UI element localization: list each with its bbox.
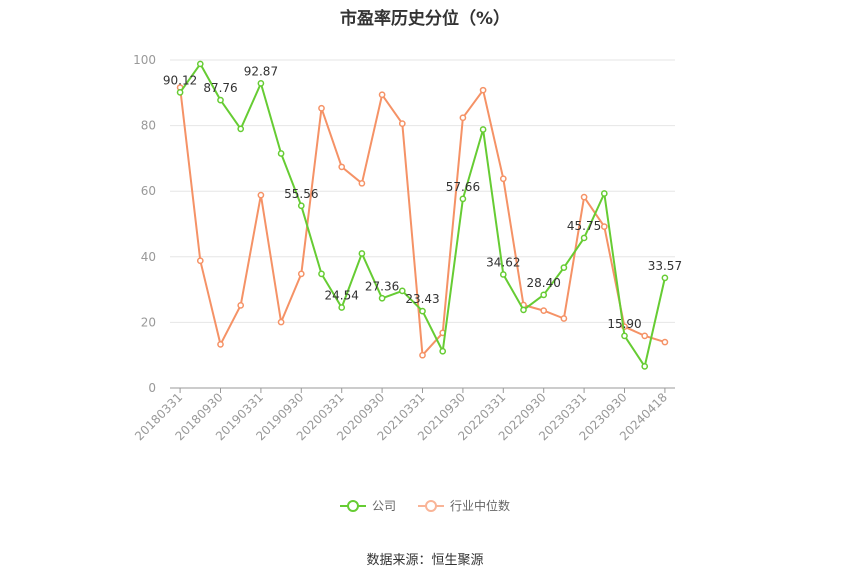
data-point-0: [419, 307, 426, 315]
data-point-1: [641, 332, 649, 340]
data-label: 15.90: [607, 317, 641, 331]
data-point-1: [358, 179, 366, 187]
y-tick-label: 100: [133, 53, 156, 67]
data-label: 45.75: [567, 219, 601, 233]
data-point-0: [237, 125, 245, 133]
legend-label-industry-median: 行业中位数: [450, 499, 511, 513]
data-label: 28.40: [527, 276, 561, 290]
data-point-0: [661, 274, 669, 282]
data-point-1: [257, 191, 265, 199]
data-point-0: [338, 304, 346, 311]
data-point-0: [560, 264, 568, 271]
y-tick-label: 20: [141, 315, 156, 329]
data-point-0: [439, 347, 447, 355]
data-point-0: [621, 332, 628, 340]
data-point-0: [358, 250, 366, 257]
data-point-1: [398, 120, 406, 127]
data-point-0: [580, 234, 588, 242]
legend-label-company: 公司: [371, 499, 396, 513]
chart-title: 市盈率历史分位（%）: [339, 9, 511, 29]
data-label: 27.36: [365, 279, 399, 293]
data-point-1: [600, 223, 608, 230]
data-point-1: [378, 91, 386, 99]
data-point-0: [459, 195, 467, 203]
data-point-0: [217, 96, 224, 104]
data-point-1: [297, 270, 305, 278]
data-point-0: [257, 80, 265, 87]
legend: 公司 行业中位数: [0, 497, 850, 514]
y-tick-label: 40: [141, 250, 156, 264]
data-point-0: [378, 294, 386, 302]
data-point-0: [297, 202, 305, 210]
series-line-0: [179, 62, 666, 368]
data-point-1: [499, 175, 507, 183]
data-label: 33.57: [648, 259, 682, 273]
data-point-0: [176, 89, 184, 96]
data-point-0: [540, 291, 548, 299]
data-point-0: [277, 150, 285, 157]
data-label: 57.66: [446, 180, 480, 194]
data-label: 87.76: [203, 81, 237, 95]
data-point-0: [641, 363, 649, 370]
data-point-0: [196, 60, 204, 68]
data-point-1: [277, 318, 285, 326]
data-label: 92.87: [244, 64, 278, 78]
data-point-1: [217, 341, 224, 348]
data-label: 90.12: [163, 73, 197, 87]
y-tick-label: 80: [141, 119, 156, 133]
data-point-1: [580, 193, 588, 201]
data-point-1: [661, 338, 669, 346]
data-point-1: [318, 104, 325, 112]
data-point-1: [237, 301, 245, 309]
data-point-0: [600, 190, 608, 197]
data-point-0: [499, 271, 507, 278]
source-note: 数据来源：恒生聚源: [366, 553, 484, 568]
data-label: 23.43: [405, 292, 439, 306]
legend-item-company[interactable]: 公司: [339, 497, 396, 514]
legend-swatch-industry-median: [418, 499, 444, 513]
y-tick-label: 0: [148, 381, 156, 395]
data-point-0: [398, 287, 406, 295]
y-tick-label: 60: [141, 184, 156, 198]
legend-item-industry-median[interactable]: 行业中位数: [418, 497, 510, 514]
data-point-1: [540, 307, 548, 314]
data-point-0: [318, 270, 325, 278]
data-point-1: [560, 315, 568, 322]
data-label: 24.54: [325, 289, 359, 303]
data-point-0: [479, 126, 487, 133]
data-point-1: [419, 351, 426, 359]
data-point-1: [459, 114, 467, 122]
data-point-1: [338, 163, 346, 171]
data-point-1: [196, 257, 204, 265]
data-label: 55.56: [284, 187, 318, 201]
data-point-1: [479, 86, 487, 94]
data-label: 34.62: [486, 255, 520, 269]
data-point-0: [520, 306, 527, 314]
legend-swatch-company: [339, 499, 366, 513]
